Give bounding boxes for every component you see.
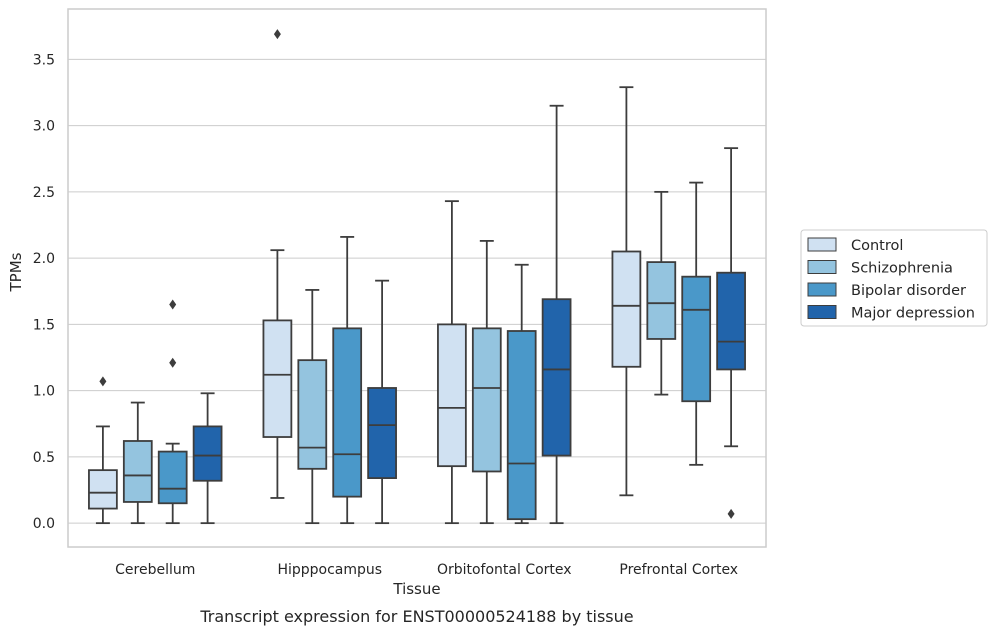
box-body [262,319,293,438]
box-body [297,359,328,470]
x-tick-label: Prefrontal Cortex [619,562,738,578]
y-tick-label: 1.5 [33,317,55,333]
legend-swatch [807,305,837,319]
y-axis-ticks: 0.0 0.5 1.0 1.5 2.0 2.5 3.0 3.5 [33,52,55,532]
legend-label: Bipolar disorder [851,283,966,299]
box-body [122,440,153,503]
box-body [681,275,712,403]
legend-swatch [807,260,837,274]
x-axis-ticks: Cerebellum Hipppocampus Orbitofontal Corte… [115,562,738,578]
legend-label: Major depression [851,306,975,322]
outlier-point [99,376,107,387]
box-body [716,271,746,371]
y-tick-label: 3.5 [33,52,55,68]
box-control [88,376,118,525]
y-tick-label: 2.5 [33,185,55,201]
outlier-point [169,357,177,368]
x-tick-label: Orbitofontal Cortex [437,562,572,578]
box-schizophrenia [646,190,677,396]
outlier-point [169,299,177,310]
y-tick-label: 0.0 [33,516,55,532]
box-control [437,200,467,525]
box-major-depression [192,392,223,525]
outlier-point [273,29,281,40]
box-schizophrenia [297,289,328,525]
outlier-point [727,508,735,519]
box-control [262,29,293,499]
plot-area-frame [67,8,767,548]
box-body [646,261,677,340]
y-tick-label: 3.0 [33,119,55,135]
box-major-depression [367,279,397,525]
x-tick-label: Cerebellum [115,562,195,578]
box-body [367,387,397,479]
box-body [157,450,188,505]
box-major-depression [541,104,572,525]
box-body [611,250,642,368]
box-groups [88,29,746,525]
box-bipolar-disorder [506,263,537,525]
x-tick-label: Hipppocampus [277,562,382,578]
box-schizophrenia [122,401,153,525]
box-bipolar-disorder [157,299,188,525]
x-axis-label: Tissue [392,580,440,598]
box-body [471,327,502,473]
box-body [541,298,572,457]
box-body [506,330,537,521]
legend-swatch [807,282,837,297]
legend-label: Schizophrenia [851,261,953,277]
box-control [611,86,642,497]
box-schizophrenia [471,239,502,525]
y-tick-label: 1.0 [33,384,55,400]
legend: Control Schizophrenia Bipolar disorder Majo… [800,229,988,327]
box-major-depression [716,147,746,519]
box-body [192,425,223,482]
box-body [437,323,467,468]
legend-frame [800,229,988,327]
box-body [88,469,118,510]
y-tick-label: 0.5 [33,450,55,466]
box-bipolar-disorder [681,181,712,466]
chart-caption: Transcript expression for ENST0000052418… [199,607,633,626]
box-bipolar-disorder [332,236,363,525]
box-body [332,327,363,498]
legend-label: Control [851,238,903,254]
y-tick-label: 2.0 [33,251,55,267]
legend-swatch [807,237,837,252]
y-axis-label: TPMs [7,252,25,292]
